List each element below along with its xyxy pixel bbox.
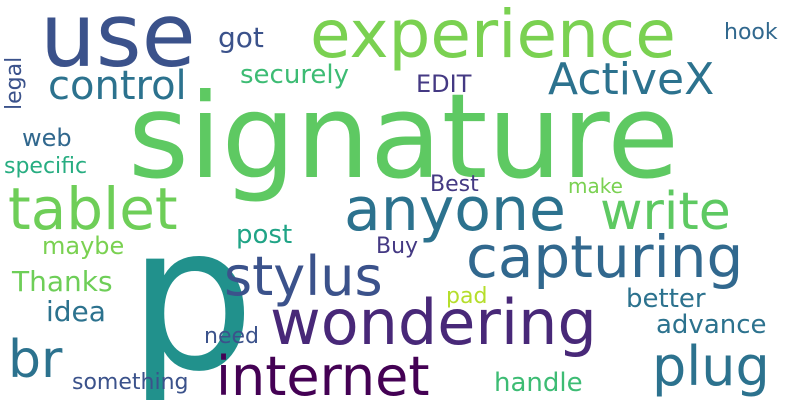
word-something: something bbox=[72, 370, 189, 395]
word-buy: Buy bbox=[376, 234, 419, 259]
word-securely: securely bbox=[240, 60, 350, 90]
word-make: make bbox=[568, 174, 623, 198]
word-write: write bbox=[600, 182, 731, 242]
word-thanks: Thanks bbox=[12, 265, 113, 298]
word-p: p bbox=[128, 183, 255, 400]
word-best: Best bbox=[430, 172, 479, 197]
word-maybe: maybe bbox=[42, 232, 125, 260]
word-web: web bbox=[22, 124, 72, 152]
word-signature: signature bbox=[128, 68, 680, 205]
word-stylus: stylus bbox=[224, 245, 383, 308]
word-advance: advance bbox=[656, 310, 767, 340]
word-got: got bbox=[218, 21, 264, 54]
word-post: post bbox=[236, 220, 293, 250]
word-control: control bbox=[48, 63, 187, 109]
word-experience: experience bbox=[310, 0, 676, 73]
word-handle: handle bbox=[494, 368, 583, 398]
word-need: need bbox=[204, 324, 259, 349]
word-tablet: tablet bbox=[8, 175, 178, 243]
word-idea: idea bbox=[46, 295, 106, 328]
word-plug: plug bbox=[652, 335, 770, 398]
word-anyone: anyone bbox=[344, 175, 566, 245]
word-internet: internet bbox=[216, 345, 430, 400]
word-activex: ActiveX bbox=[548, 54, 715, 105]
word-use: use bbox=[40, 0, 196, 87]
word-br: br bbox=[8, 330, 63, 390]
word-specific: specific bbox=[4, 154, 88, 179]
word-better: better bbox=[626, 284, 706, 314]
word-wondering: wondering bbox=[270, 286, 597, 359]
word-legal: legal bbox=[2, 56, 27, 110]
word-capturing: capturing bbox=[466, 223, 744, 291]
word-pad: pad bbox=[446, 284, 488, 309]
word-hook: hook bbox=[724, 20, 778, 45]
word-edit: EDIT bbox=[416, 70, 472, 98]
